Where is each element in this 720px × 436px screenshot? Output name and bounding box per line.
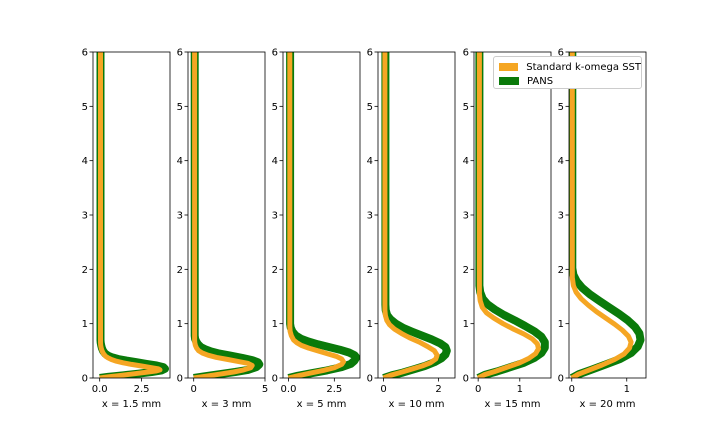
x-tick-label: 0.0 (281, 384, 297, 395)
y-tick-label: 6 (558, 48, 564, 59)
y-tick-label: 3 (367, 211, 373, 222)
x-tick-label: 0 (191, 384, 197, 395)
y-tick-label: 3 (82, 211, 88, 222)
x-tick-label: 0.0 (92, 384, 108, 395)
legend-swatch-pans (499, 77, 519, 85)
series-line-sst (192, 52, 255, 378)
y-tick-label: 4 (463, 156, 469, 167)
legend-item-sst: Standard k-omega SST (499, 60, 641, 74)
y-tick-label: 0 (272, 374, 278, 385)
x-axis-label: x = 5 mm (297, 399, 347, 410)
y-tick-label: 4 (272, 156, 278, 167)
legend-swatch-sst (499, 63, 519, 71)
panel-6: 0 1 2 3 4 5 6 0 1 x = 20 mm (558, 48, 647, 410)
y-tick-label: 5 (558, 102, 564, 113)
axes-frame (187, 51, 266, 379)
legend-item-pans: PANS (499, 74, 641, 88)
series-line-sst (476, 52, 541, 378)
y-tick-label: 3 (177, 211, 183, 222)
y-tick-label: 1 (463, 319, 469, 330)
y-tick-label: 0 (463, 374, 469, 385)
y-tick-label: 6 (367, 48, 373, 59)
panel-2: 0 1 2 3 4 5 6 0 5 x = 3 mm (177, 48, 269, 411)
x-tick-label: 5 (262, 384, 268, 395)
series-line-sst (287, 52, 346, 378)
y-tick-label: 3 (272, 211, 278, 222)
series-line-pans (569, 52, 645, 378)
y-tick-label: 1 (82, 319, 88, 330)
legend: Standard k-omega SST PANS (493, 56, 642, 89)
y-tick-label: 6 (177, 48, 183, 59)
axes-frame (92, 51, 171, 379)
x-axis-label: x = 1.5 mm (102, 399, 161, 410)
x-tick-label: 1 (624, 384, 630, 395)
y-tick-label: 3 (463, 211, 469, 222)
y-tick-label: 2 (272, 265, 278, 276)
y-tick-label: 5 (367, 102, 373, 113)
y-tick-label: 2 (558, 265, 564, 276)
y-tick-label: 1 (367, 319, 373, 330)
x-axis-label: x = 20 mm (579, 399, 635, 410)
axes-frame (377, 51, 456, 379)
panel-4: 0 1 2 3 4 5 6 0 2 x = 10 mm (367, 48, 456, 410)
x-tick-label: 2.5 (134, 384, 150, 395)
x-tick-label: 0 (475, 384, 481, 395)
x-tick-label: 0 (380, 384, 386, 395)
y-tick-label: 4 (82, 156, 88, 167)
x-tick-label: 2 (435, 384, 441, 395)
y-tick-label: 5 (463, 102, 469, 113)
x-tick-label: 2.5 (326, 384, 342, 395)
y-tick-label: 0 (177, 374, 183, 385)
x-axis-label: x = 10 mm (388, 399, 444, 410)
y-tick-label: 0 (558, 374, 564, 385)
y-tick-label: 2 (177, 265, 183, 276)
x-tick-label: 1 (517, 384, 523, 395)
y-tick-label: 4 (558, 156, 564, 167)
y-tick-label: 5 (272, 102, 278, 113)
panel-5: 0 1 2 3 4 5 6 0 1 x = 15 mm (463, 48, 552, 410)
x-axis-label: x = 15 mm (484, 399, 540, 410)
y-tick-label: 2 (463, 265, 469, 276)
series-line-pans (96, 52, 169, 378)
y-tick-label: 0 (367, 374, 373, 385)
legend-label-sst: Standard k-omega SST (526, 61, 641, 73)
y-tick-label: 6 (82, 48, 88, 59)
y-tick-label: 1 (272, 319, 278, 330)
y-tick-label: 5 (82, 102, 88, 113)
y-tick-label: 3 (558, 211, 564, 222)
y-tick-label: 2 (82, 265, 88, 276)
y-tick-label: 6 (463, 48, 469, 59)
series-line-sst (382, 52, 440, 378)
y-tick-label: 4 (367, 156, 373, 167)
y-tick-label: 2 (367, 265, 373, 276)
series-line-sst (98, 52, 163, 378)
y-tick-label: 1 (558, 319, 564, 330)
y-tick-label: 0 (82, 374, 88, 385)
x-axis-label: x = 3 mm (202, 399, 252, 410)
series-line-pans (190, 52, 264, 378)
legend-label-pans: PANS (527, 75, 554, 87)
x-tick-label: 0 (569, 384, 575, 395)
panel-3: 0 1 2 3 4 5 6 0.0 2.5 x = 5 mm (272, 48, 361, 410)
panel-1: 0 1 2 3 4 5 6 0.0 2.5 x = 1.5 mm (82, 48, 171, 410)
series-line-pans (286, 52, 360, 378)
series-line-sst (569, 52, 634, 378)
y-tick-label: 5 (177, 102, 183, 113)
y-tick-label: 6 (272, 48, 278, 59)
y-tick-label: 4 (177, 156, 183, 167)
y-tick-label: 1 (177, 319, 183, 330)
